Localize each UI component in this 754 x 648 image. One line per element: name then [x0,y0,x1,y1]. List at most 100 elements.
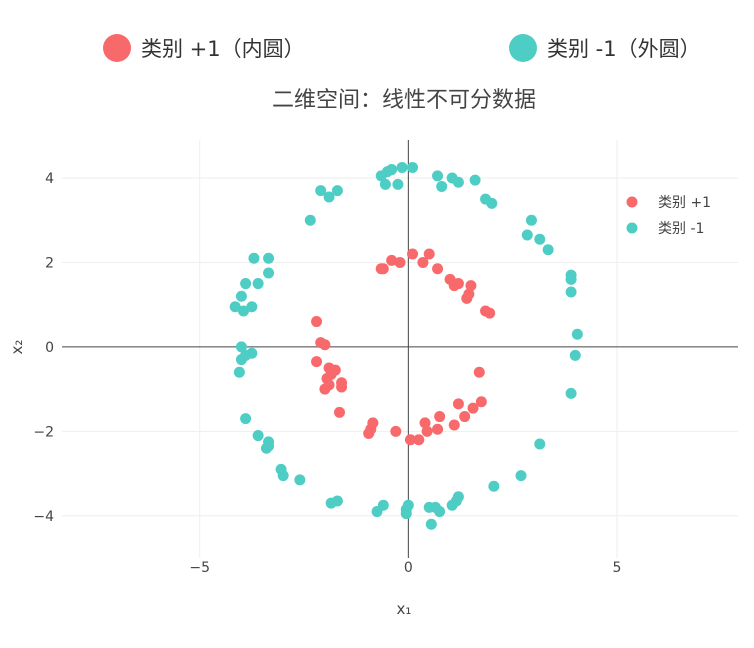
point-class-minus1 [432,170,444,182]
point-class-minus1 [235,354,247,366]
point-class-plus1 [404,434,416,446]
point-class-minus1 [252,278,264,290]
point-class-minus1 [240,278,252,290]
y-tick-label: −4 [33,509,54,525]
legend-marker [626,222,638,234]
point-class-minus1 [260,442,272,454]
point-class-minus1 [452,176,464,188]
point-class-plus1 [434,411,446,423]
point-class-minus1 [248,252,260,264]
point-class-minus1 [238,305,250,317]
point-class-minus1 [323,191,335,203]
point-class-minus1 [400,508,412,520]
point-class-minus1 [534,233,546,245]
point-class-minus1 [407,161,419,173]
point-class-plus1 [386,254,398,266]
point-class-plus1 [333,406,345,418]
y-tick-label: 0 [45,340,54,356]
point-class-minus1 [252,430,264,442]
data-points [229,161,583,530]
point-class-minus1 [392,178,404,190]
point-class-plus1 [311,356,323,368]
point-class-plus1 [311,316,323,328]
point-class-minus1 [396,161,408,173]
legend-marker-red [103,34,131,62]
point-class-plus1 [390,425,402,437]
x-tick-label: 0 [404,560,413,576]
point-class-plus1 [319,339,331,351]
top-legend-item-class-plus1[interactable]: 类别 +1（内圆） [103,30,305,66]
point-class-plus1 [432,423,444,435]
point-class-plus1 [465,280,477,292]
point-class-plus1 [459,411,471,423]
point-class-plus1 [461,292,473,304]
point-class-plus1 [336,381,348,393]
point-class-minus1 [542,244,554,256]
point-class-minus1 [233,366,245,378]
point-class-minus1 [371,506,383,518]
point-class-plus1 [419,417,431,429]
point-class-plus1 [475,396,487,408]
point-class-minus1 [240,413,252,425]
point-class-minus1 [235,341,247,353]
point-class-minus1 [386,164,398,176]
point-class-plus1 [394,256,406,268]
point-class-plus1 [432,263,444,275]
chart-legend: 类别 +1 类别 -1 [626,195,711,237]
point-class-plus1 [467,402,479,414]
point-class-minus1 [325,497,337,509]
point-class-minus1 [294,474,306,486]
point-class-minus1 [425,518,437,530]
y-tick-label: 4 [45,171,54,187]
x-tick-label: −5 [189,560,210,576]
top-legend-item-class-minus1[interactable]: 类别 -1（外圆） [509,30,701,66]
point-class-minus1 [525,214,537,226]
point-class-minus1 [434,506,446,518]
point-class-minus1 [246,301,258,313]
point-class-minus1 [488,480,500,492]
x-tick-label: 5 [613,560,622,576]
point-class-minus1 [515,470,527,482]
top-legend-label: 类别 +1（内圆） [141,37,305,61]
legend-label: 类别 +1 [658,195,711,211]
point-class-plus1 [417,256,429,268]
point-class-minus1 [469,174,481,186]
point-class-plus1 [473,366,485,378]
point-class-minus1 [486,197,498,209]
point-class-minus1 [569,349,581,361]
point-class-minus1 [436,180,448,192]
x-axis-title: x₁ [397,600,412,618]
top-legend: 类别 +1（内圆） 类别 -1（外圆） [0,30,754,66]
point-class-minus1 [534,438,546,450]
point-class-minus1 [571,328,583,340]
point-class-minus1 [565,387,577,399]
tick-labels: −5 0 5 −4 −2 0 2 4 [33,171,621,576]
y-tick-label: −2 [33,424,54,440]
legend-label: 类别 -1 [658,221,704,237]
point-class-minus1 [446,499,458,511]
point-class-plus1 [407,248,419,260]
y-axis-title: x₂ [8,340,26,355]
axes [62,140,738,558]
point-class-plus1 [448,419,460,431]
point-class-plus1 [363,427,375,439]
point-class-minus1 [331,185,343,197]
point-class-plus1 [375,263,387,275]
point-class-plus1 [421,425,433,437]
legend-marker-teal [509,34,537,62]
point-class-minus1 [263,252,275,264]
point-class-plus1 [452,398,464,410]
point-class-minus1 [521,229,533,241]
legend-marker [626,196,638,208]
point-class-minus1 [229,301,241,313]
point-class-plus1 [413,434,425,446]
point-class-minus1 [565,286,577,298]
point-class-minus1 [315,185,327,197]
point-class-minus1 [565,273,577,285]
chart-title: 二维空间：线性不可分数据 [272,88,536,113]
point-class-minus1 [304,214,316,226]
point-class-plus1 [452,278,464,290]
point-class-minus1 [379,178,391,190]
point-class-plus1 [484,307,496,319]
